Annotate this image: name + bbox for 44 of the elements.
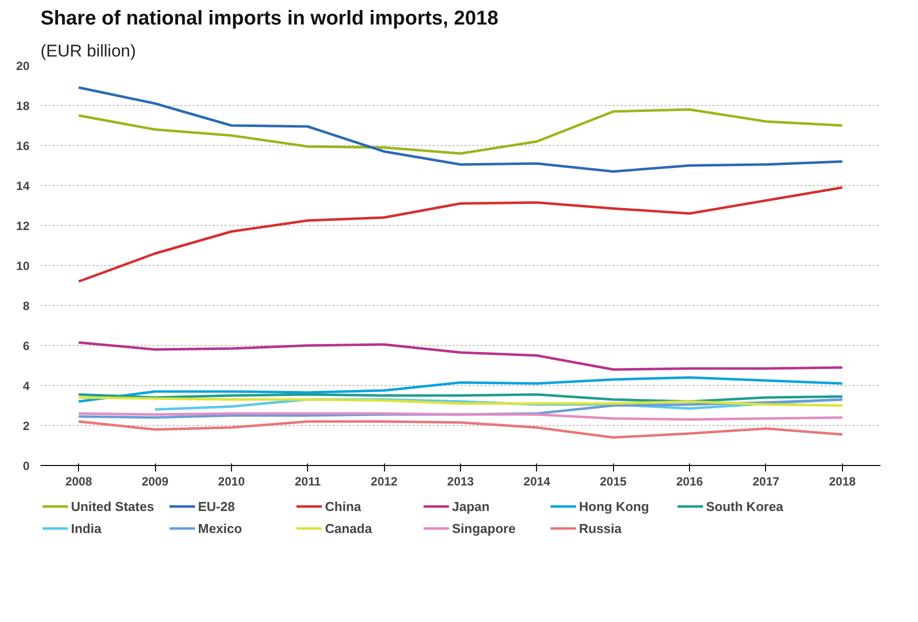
line-series [77,412,844,421]
line-series [77,420,844,439]
x-tick-label: 2017 [752,474,780,488]
y-tick-label: 20 [16,59,30,73]
chart-subtitle: (EUR billion) [40,42,136,60]
x-tick-label: 2008 [65,474,92,488]
line-series [77,396,844,407]
line-series [77,186,844,283]
legend-label: Hong Kong [579,498,650,514]
y-tick-label: 10 [16,259,30,273]
legend-label: Japan [452,498,491,514]
y-tick-label: 0 [22,459,30,473]
x-tick-label: 2012 [370,474,398,488]
line-series [77,393,844,403]
x-tick-label: 2010 [218,474,246,488]
legend-label: EU-28 [198,498,236,514]
legend-label: Singapore [452,520,517,536]
y-tick-label: 18 [16,99,30,113]
legend-label: China [325,498,362,514]
legend-label: United States [71,498,156,514]
line-series [77,376,844,403]
line-series [77,108,844,155]
legend-label: India [71,520,102,536]
y-tick-label: 12 [16,219,30,233]
y-tick-label: 8 [22,299,30,313]
x-tick-label: 2016 [676,474,704,488]
y-tick-label: 2 [22,419,30,433]
x-tick-label: 2014 [524,474,551,488]
x-tick-label: 2009 [142,474,169,488]
y-tick-label: 14 [16,179,30,193]
legend-label: Russia [579,520,623,536]
x-tick-label: 2015 [600,474,627,488]
y-tick-label: 6 [22,339,30,353]
y-tick-label: 16 [16,139,30,153]
y-tick-label: 4 [22,379,30,393]
legend-label: South Korea [706,498,784,514]
x-tick-label: 2011 [294,474,322,488]
x-tick-label: 2013 [447,474,474,488]
legend-label: Mexico [198,520,244,536]
legend-label: Canada [325,520,373,536]
line-series [77,86,844,173]
chart-title: Share of national imports in world imports, 2018 [40,8,498,30]
x-tick-label: 2018 [828,474,856,488]
line-series [77,341,844,371]
